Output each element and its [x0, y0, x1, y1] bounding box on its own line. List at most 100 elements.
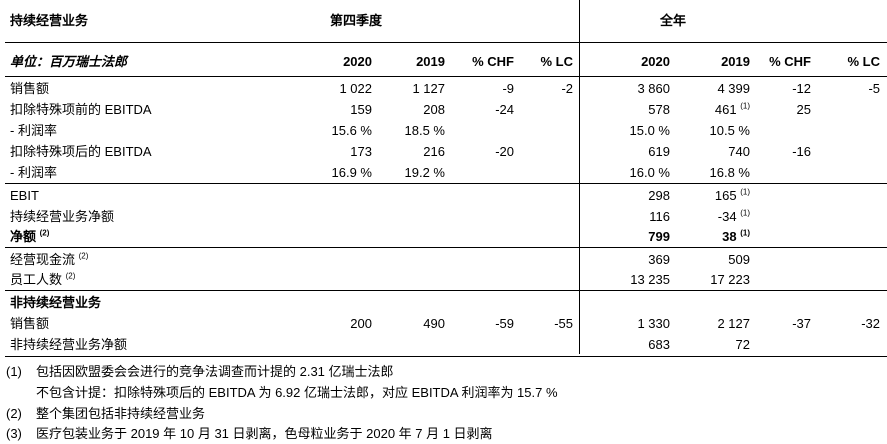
footnote-number: (3) [6, 426, 22, 441]
cell-value: 619 [648, 144, 670, 159]
footnote-ref: (2) [39, 228, 50, 238]
row-label-text: - 利润率 [10, 123, 57, 138]
header-rule-top [5, 42, 887, 43]
footnote-text: 整个集团包括非持续经营业务 [36, 406, 206, 421]
cell-fy-pct-chf: -12 [792, 78, 811, 99]
cell-value: 16.0 % [629, 165, 670, 180]
header-row-periods: 持续经营业务 第四季度 全年 [0, 10, 887, 31]
cell-fy-2020: 578 [648, 99, 670, 120]
cell-value: 15.6 % [331, 123, 372, 138]
cell-value: 16.9 % [331, 165, 372, 180]
table-row: 扣除特殊项后的 EBITDA 173 216 -20 619 740 -16 [0, 141, 887, 162]
cell-fy-2019: 509 [728, 252, 750, 267]
cell-value: 173 [350, 144, 372, 159]
cell-q4-2019: 1 127 [412, 78, 445, 99]
cell-fy-2019: 72 [735, 337, 750, 352]
row-label: 持续经营业务净额 [10, 206, 114, 227]
discontinued-title: 非持续经营业务 [10, 295, 102, 310]
cell-value: 3 860 [637, 81, 670, 96]
footnote-ref: (2) [78, 251, 89, 261]
cell-q4-pct-lc: -55 [554, 316, 573, 331]
col-fy-pct-chf: % CHF [769, 54, 811, 69]
cell-q4-pct-chf: -24 [495, 99, 514, 120]
cell-fy-2019: 4 399 [717, 78, 750, 99]
footnote-number: (1) [6, 364, 22, 379]
cell-value: 216 [423, 144, 445, 159]
cell-fy-2020: 369 [648, 252, 670, 267]
rule-after-margins [5, 183, 887, 184]
header-row-columns: 单位：百万瑞士法郎 2020 2019 % CHF % LC 2020 2019… [0, 51, 887, 72]
row-label-text: - 利润率 [10, 165, 57, 180]
cell-value: 1 127 [412, 81, 445, 96]
rule-after-headcount [5, 290, 887, 291]
cell-value: 1 022 [339, 81, 372, 96]
cell-q4-pct-chf: -59 [495, 316, 514, 331]
row-label: - 利润率 [10, 162, 57, 183]
row-label: 销售额 [10, 78, 49, 99]
cell-fy-pct-chf: 25 [797, 99, 811, 120]
cell-fy-2020: 13 235 [630, 272, 670, 287]
column-divider-q4-fy [579, 0, 580, 354]
table-row: 持续经营业务净额 116 -34 (1) [0, 206, 887, 227]
cell-value: 740 [728, 144, 750, 159]
table-row: 销售额 200 490 -59 -55 1 330 2 127 -37 -32 [0, 313, 887, 334]
row-label: 非持续经营业务净额 [10, 337, 128, 352]
unit-label: 单位：百万瑞士法郎 [10, 54, 128, 69]
row-label: 扣除特殊项后的 EBITDA [10, 141, 152, 162]
cell-q4-2020: 173 [350, 141, 372, 162]
table-row: - 利润率 16.9 % 19.2 % 16.0 % 16.8 % [0, 162, 887, 183]
footnote-text: 医疗包装业务于 2019 年 10 月 31 日剥离，色母粒业务于 2020 年… [36, 426, 493, 441]
row-label-text: 经营现金流 [10, 252, 76, 267]
table-row: 员工人数 (2) 13 235 17 223 [0, 269, 887, 290]
footnote-ref: (1) [740, 187, 750, 197]
table-row: 扣除特殊项前的 EBITDA 159 208 -24 578 461 (1) 25 [0, 99, 887, 120]
discontinued-title-row: 非持续经营业务 [0, 292, 887, 313]
cell-fy-2020: 1 330 [637, 316, 670, 331]
col-q4-pct-lc: % LC [540, 54, 574, 69]
cell-value: 15.0 % [629, 123, 670, 138]
cell-value: -9 [502, 81, 514, 96]
footnote-ref: (2) [65, 271, 76, 281]
cell-value: 38 [722, 229, 737, 244]
header-rule-bottom [5, 76, 887, 77]
row-label: 净额 (2) [10, 226, 49, 247]
cell-value: -24 [495, 102, 514, 117]
cell-value: 4 399 [717, 81, 750, 96]
cell-q4-2020: 16.9 % [332, 162, 372, 183]
row-label-text: EBIT [10, 188, 39, 203]
table-row: 净额 (2) 799 38 (1) [0, 226, 887, 247]
cell-value: -2 [561, 81, 573, 96]
cell-value: -20 [495, 144, 514, 159]
row-label-text: 持续经营业务净额 [10, 209, 115, 224]
col-fy-2020: 2020 [641, 54, 670, 69]
cell-q4-2020: 1 022 [339, 78, 372, 99]
cell-value: -34 [717, 209, 737, 224]
row-label: 员工人数 (2) [10, 269, 75, 290]
col-q4-2019: 2019 [416, 54, 445, 69]
cell-value: 578 [648, 102, 670, 117]
cell-fy-2020: 619 [648, 141, 670, 162]
row-label: EBIT [10, 185, 39, 206]
footnote-ref: (1) [740, 101, 750, 111]
rule-after-net [5, 247, 887, 248]
cell-fy-2019: 740 [728, 141, 750, 162]
cell-fy-2020: 15.0 % [630, 120, 670, 141]
cell-q4-2019: 19.2 % [405, 162, 445, 183]
fy-label: 全年 [660, 13, 687, 28]
table-row: - 利润率 15.6 % 18.5 % 15.0 % 10.5 % [0, 120, 887, 141]
cell-fy-2020: 3 860 [637, 78, 670, 99]
cell-value: -5 [868, 81, 880, 96]
cell-value: 461 [714, 102, 737, 117]
footnote-text: 不包含计提：扣除特殊项后的 EBITDA 为 6.92 亿瑞士法郎，对应 EBI… [36, 385, 558, 400]
cell-q4-2019: 18.5 % [405, 120, 445, 141]
table-row: 经营现金流 (2) 369 509 [0, 249, 887, 270]
cell-fy-2019: 461 (1) [715, 99, 750, 120]
cell-value: -16 [792, 144, 811, 159]
row-label: 经营现金流 (2) [10, 249, 88, 270]
cell-fy-2019: 16.8 % [710, 162, 750, 183]
table-row: 非持续经营业务净额 683 72 [0, 334, 887, 355]
row-label-text: 净额 [10, 229, 37, 244]
col-fy-2019: 2019 [721, 54, 750, 69]
table-row: 销售额 1 022 1 127 -9 -2 3 860 4 399 -12 -5 [0, 78, 887, 99]
cell-value: 208 [423, 102, 445, 117]
